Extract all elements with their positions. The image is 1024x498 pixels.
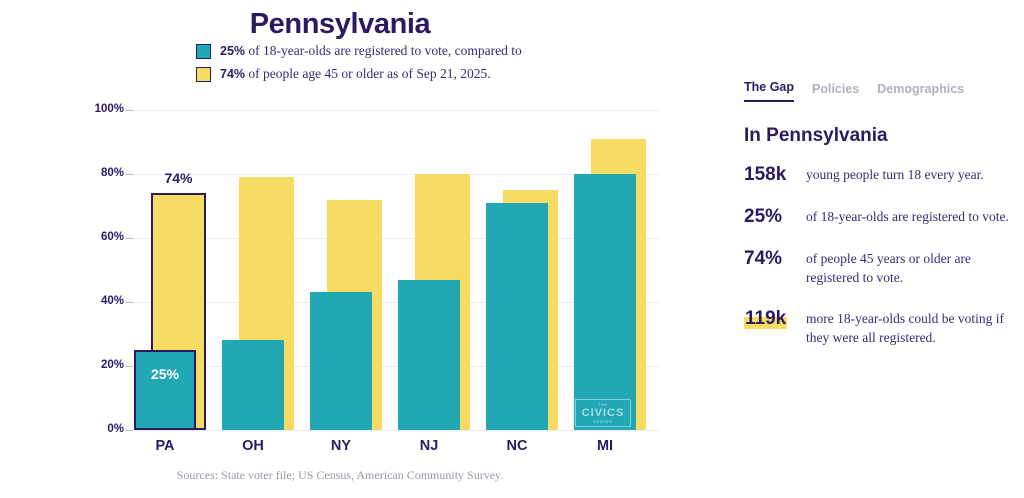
y-axis-tick-mark xyxy=(126,430,133,431)
stat-description: more 18-year-olds could be voting if the… xyxy=(806,311,1005,345)
y-axis-tick-label: 80% xyxy=(100,167,124,179)
gridline xyxy=(132,238,660,239)
chart-plot-area: 74% 25% xyxy=(132,110,662,431)
x-axis-label-nc: NC xyxy=(506,438,528,454)
watermark-bottom-text: CENTER xyxy=(593,419,613,424)
chart-legend: 25% of 18-year-olds are registered to vo… xyxy=(196,42,522,88)
y-axis-tick-mark xyxy=(126,366,133,367)
stat-row: 119k more 18-year-olds could be voting if… xyxy=(744,308,1024,347)
watermark-mid-text: CIVICS xyxy=(581,407,625,419)
bar-teal-pa[interactable]: 25% xyxy=(134,350,196,430)
stats-list: 158k young people turn 18 every year. 25% o… xyxy=(744,165,1024,369)
gridline xyxy=(132,174,660,175)
y-axis-tick-label: 60% xyxy=(100,231,124,243)
tab-demographics[interactable]: Demographics xyxy=(877,82,965,96)
bar-value-label-teal: 25% xyxy=(150,366,180,382)
bar-value-label-yellow: 74% xyxy=(164,170,193,187)
stat-value: 158k xyxy=(744,164,787,185)
bar-group-oh[interactable] xyxy=(222,110,310,430)
x-axis-label-nj: NJ xyxy=(419,438,439,454)
chart-panel: Pennsylvania 25% of 18-year-olds are reg… xyxy=(84,8,662,482)
bar-group-pa[interactable]: 74% 25% xyxy=(134,110,222,430)
y-axis-tick-mark xyxy=(126,238,133,239)
watermark-top-text: THE xyxy=(598,402,608,407)
stat-value-highlighted: 119k xyxy=(744,308,788,329)
legend-swatch-yellow-icon xyxy=(196,67,211,82)
stat-value: 74% xyxy=(744,248,783,269)
stat-description: of 18-year-olds are registered to vote. xyxy=(806,209,1009,224)
stat-description: young people turn 18 every year. xyxy=(806,167,984,182)
legend-text-teal: of 18-year-olds are registered to vote, … xyxy=(245,43,522,58)
bar-teal-oh[interactable] xyxy=(222,340,284,430)
gridline xyxy=(132,110,660,111)
bar-group-nc[interactable] xyxy=(486,110,574,430)
legend-item-teal: 25% of 18-year-olds are registered to vo… xyxy=(196,42,522,62)
bar-teal-ny[interactable] xyxy=(310,292,372,430)
civics-center-watermark: THE CIVICS CENTER xyxy=(575,399,631,427)
tab-the-gap[interactable]: The Gap xyxy=(744,80,795,102)
stat-row: 158k young people turn 18 every year. xyxy=(744,165,1024,185)
x-axis-label-oh: OH xyxy=(242,438,264,454)
x-axis-label-mi: MI xyxy=(596,438,614,454)
y-axis-tick-label: 20% xyxy=(100,359,124,371)
legend-value-yellow: 74% xyxy=(220,67,246,81)
y-axis-tick-mark xyxy=(126,174,133,175)
legend-item-yellow: 74% of people age 45 or older as of Sep … xyxy=(196,65,522,85)
y-axis-tick-label: 40% xyxy=(100,295,124,307)
tab-policies[interactable]: Policies xyxy=(812,82,860,96)
info-heading: In Pennsylvania xyxy=(744,125,888,146)
bar-teal-nj[interactable] xyxy=(398,279,460,430)
stat-value: 25% xyxy=(744,206,783,227)
y-axis-tick-mark xyxy=(126,302,133,303)
bar-group-mi[interactable] xyxy=(574,110,662,430)
legend-value-teal: 25% xyxy=(220,44,246,58)
chart-sources: Sources: State voter file; US Census, Am… xyxy=(176,468,504,482)
x-axis-label-pa: PA xyxy=(155,438,175,454)
y-axis-tick-mark xyxy=(126,110,133,111)
page-title: Pennsylvania xyxy=(249,8,431,40)
stat-description: of people 45 years or older are register… xyxy=(806,251,971,285)
stat-row: 74% of people 45 years or older are regis… xyxy=(744,249,1024,287)
info-panel: The Gap Policies Demographics In Pennsylva… xyxy=(742,0,1024,498)
gridline xyxy=(132,430,660,431)
stat-value: 119k xyxy=(744,308,806,329)
y-axis: 0% 20% 40% 60% 80% 100% xyxy=(84,103,124,435)
y-axis-tick-label: 100% xyxy=(94,103,124,115)
stat-row: 25% of 18-year-olds are registered to vot… xyxy=(744,207,1024,227)
bar-group-ny[interactable] xyxy=(310,110,398,430)
legend-label-yellow: 74% of people age 45 or older as of Sep … xyxy=(220,65,491,83)
gridline xyxy=(132,302,660,303)
bar-teal-mi[interactable] xyxy=(574,174,636,430)
y-axis-tick-label: 0% xyxy=(107,423,124,435)
legend-label-teal: 25% of 18-year-olds are registered to vo… xyxy=(220,42,522,60)
legend-text-yellow: of people age 45 or older as of Sep 21, … xyxy=(245,66,491,81)
x-axis-label-ny: NY xyxy=(330,438,352,454)
legend-swatch-teal-icon xyxy=(196,44,211,59)
gridline xyxy=(132,366,660,367)
bar-group-nj[interactable] xyxy=(398,110,486,430)
bar-teal-nc[interactable] xyxy=(486,202,548,430)
tab-bar: The Gap Policies Demographics xyxy=(744,80,964,102)
